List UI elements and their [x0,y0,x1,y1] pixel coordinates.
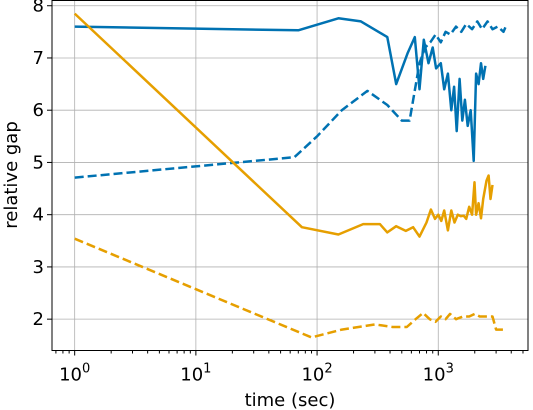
grid [52,0,528,351]
y-tick-label: 5 [33,152,44,173]
x-axis-label: time (sec) [245,390,336,410]
y-tick-label: 2 [33,309,44,330]
x-tick-label: 101 [180,362,211,386]
x-tick-label: 100 [59,362,90,386]
y-tick-label: 8 [33,0,44,17]
x-tick-label: 103 [423,362,454,386]
y-tick-label: 4 [33,205,44,226]
series-lines [73,12,507,339]
series-line-3 [73,12,494,238]
y-tick-label: 6 [33,100,44,121]
axis-ticks: 2 3 4 5 6 7 8 100 101 102 103 [33,0,524,386]
x-tick-label: 102 [301,362,332,386]
y-axis-label: relative gap [1,121,22,229]
series-line-4 [74,237,505,339]
y-tick-label: 3 [33,257,44,278]
plot-frame [51,0,529,351]
y-tick-label: 7 [33,48,44,69]
series-line-1 [74,17,487,163]
series-line-2 [74,20,507,179]
